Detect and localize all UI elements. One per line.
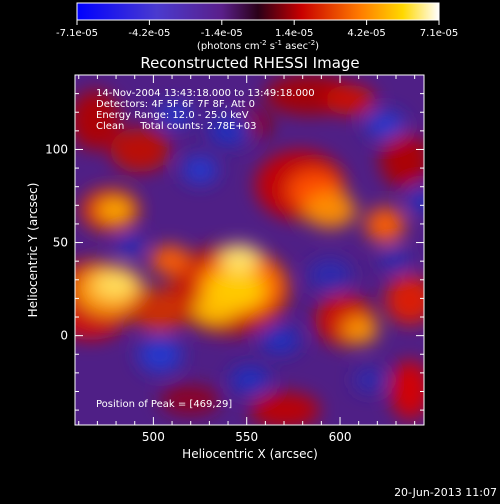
y-tick-label: 100 — [45, 142, 68, 156]
x-tick-label: 550 — [235, 430, 258, 444]
colorbar-tick-label: -1.4e-05 — [201, 28, 243, 39]
plot-frame — [74, 74, 425, 426]
colorbar-tick-label: 4.2e-05 — [347, 28, 385, 39]
info-line-energy: Energy Range: 12.0 - 25.0 keV — [96, 110, 249, 121]
y-tick-label: 50 — [53, 236, 68, 250]
timestamp: 20-Jun-2013 11:07 — [394, 486, 497, 499]
colorbar-tick-label: 7.1e-05 — [420, 28, 458, 39]
x-tick-label: 500 — [142, 430, 165, 444]
colorbar-tick-label: 1.4e-05 — [275, 28, 313, 39]
solar-image — [75, 75, 424, 425]
colorbar-tick-label: -7.1e-05 — [56, 28, 98, 39]
x-tick-label: 600 — [329, 430, 352, 444]
peak-position-text: Position of Peak = [469,29] — [96, 399, 232, 410]
info-line-time: 14-Nov-2004 13:43:18.000 to 13:49:18.000 — [96, 88, 315, 99]
y-axis-label: Heliocentric Y (arcsec) — [26, 183, 40, 318]
info-text: 14-Nov-2004 13:43:18.000 to 13:49:18.000… — [96, 88, 315, 132]
colorbar-ticks: -7.1e-05 -4.2e-05 -1.4e-05 1.4e-05 4.2e-05 7.… — [56, 20, 458, 39]
colorbar: -7.1e-05 -4.2e-05 -1.4e-05 1.4e-05 4.2e-05 7.… — [56, 2, 458, 52]
colorbar-gradient — [76, 2, 440, 21]
plot-title: Reconstructed RHESSI Image — [140, 54, 359, 72]
info-line-counts: Clean Total counts: 2.78E+03 — [96, 121, 256, 132]
info-line-detectors: Detectors: 4F 5F 6F 7F 8F, Att 0 — [96, 99, 255, 110]
colorbar-unit-label: (photons cm-2 s-1 asec-2) — [197, 39, 319, 52]
axis-ticks: 500 550 600 0 50 100 — [45, 74, 424, 444]
colorbar-tick-label: -4.2e-05 — [128, 28, 170, 39]
y-tick-label: 0 — [60, 329, 68, 343]
x-axis-label: Heliocentric X (arcsec) — [182, 447, 318, 461]
